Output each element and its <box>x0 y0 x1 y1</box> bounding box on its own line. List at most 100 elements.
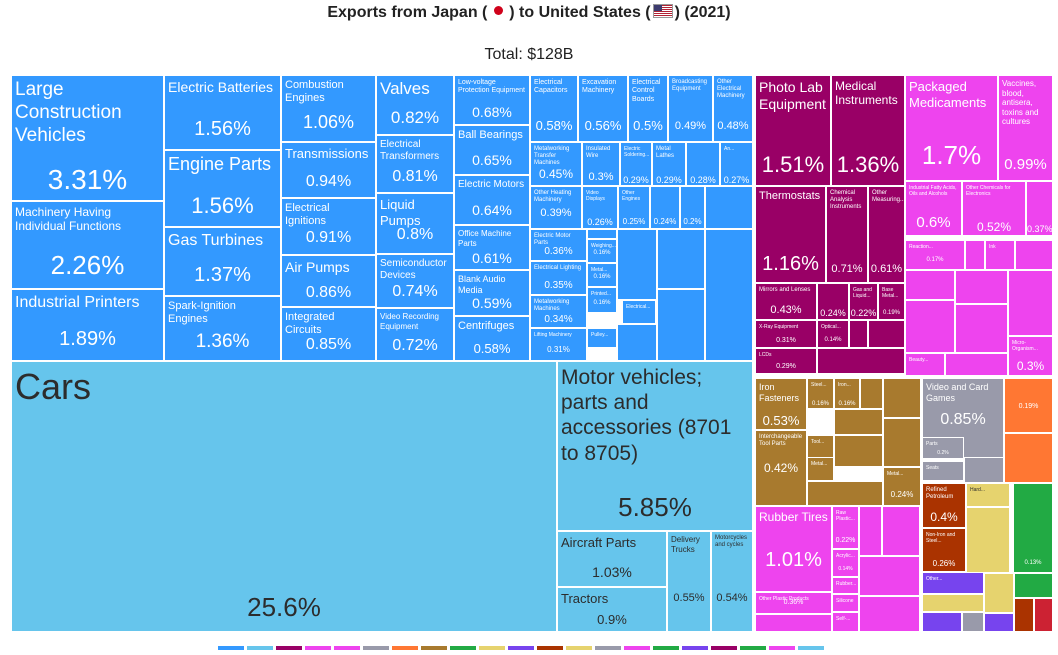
treemap-tile[interactable]: Other Engines 0.25% <box>618 186 650 229</box>
treemap-tile[interactable]: An... 0.27% <box>720 142 753 186</box>
treemap-tile[interactable]: Refined Petroleum 0.4% <box>922 483 966 528</box>
treemap-tile[interactable]: Base Metal... 0.19% <box>878 283 905 320</box>
treemap-tile[interactable]: Combustion Engines 1.06% <box>281 75 376 142</box>
treemap-tile[interactable]: Rubber... <box>832 577 859 594</box>
legend-swatch[interactable] <box>218 646 244 650</box>
treemap-tile[interactable]: Metal... <box>807 457 834 481</box>
treemap-tile[interactable]: Broadcasting Equipment 0.49% <box>668 75 713 142</box>
legend-swatch[interactable] <box>769 646 795 650</box>
treemap-tile[interactable]: Vaccines, blood, antisera, toxins and cu… <box>998 75 1053 181</box>
treemap-tile[interactable]: Acrylic... 0.14% <box>832 549 859 577</box>
treemap-tile[interactable]: Interchangeable Tool Parts 0.42% <box>755 430 807 506</box>
legend-swatch[interactable] <box>392 646 418 650</box>
treemap-tile[interactable]: Silicone <box>832 594 859 612</box>
legend-swatch[interactable] <box>421 646 447 650</box>
treemap-tile[interactable]: Semiconductor Devices 0.74% <box>376 254 454 308</box>
treemap-tile[interactable]: Motorcycles and cycles 0.54% <box>711 531 753 632</box>
treemap-tile[interactable]: Electrical Transformers 0.81% <box>376 135 454 193</box>
treemap-tile[interactable]: LCDs 0.29% <box>755 348 817 374</box>
treemap-tile[interactable]: Blank Audio Media 0.59% <box>454 270 530 316</box>
treemap-tile[interactable]: Electrical... <box>622 300 656 324</box>
legend-swatch[interactable] <box>363 646 389 650</box>
treemap-tile[interactable]: Other Heating Machinery 0.39% <box>530 186 582 229</box>
treemap-tile[interactable]: Metal... 0.16% <box>587 263 617 287</box>
treemap-tile[interactable]: Electrical Lighting 0.35% <box>530 261 587 295</box>
treemap-tile[interactable]: Metalworking Machines 0.34% <box>530 295 587 328</box>
treemap-tile[interactable]: Electrical Capacitors 0.58% <box>530 75 578 142</box>
legend-swatch[interactable] <box>247 646 273 650</box>
treemap-tile[interactable]: Chemical Analysis Instruments 0.71% <box>826 186 868 283</box>
treemap-tile[interactable]: 0.28% <box>686 142 720 186</box>
treemap-tile[interactable]: Video Displays 0.26% <box>582 186 618 229</box>
treemap-tile[interactable]: Insulated Wire 0.3% <box>582 142 620 186</box>
treemap-tile[interactable]: Gas Turbines 1.37% <box>164 227 281 296</box>
legend-swatch[interactable] <box>624 646 650 650</box>
treemap-tile[interactable]: Electrical Ignitions 0.91% <box>281 198 376 255</box>
treemap-tile[interactable]: Hard... <box>966 483 1010 507</box>
treemap-tile[interactable]: 0.13% <box>1013 483 1053 573</box>
treemap-tile[interactable]: Office Machine Parts 0.61% <box>454 225 530 270</box>
treemap-tile[interactable]: Thermostats 1.16% <box>755 186 826 283</box>
treemap-tile[interactable]: Electric Motors 0.64% <box>454 175 530 225</box>
treemap-tile[interactable]: Pulley... <box>587 328 617 348</box>
treemap-tile[interactable]: Ink <box>985 240 1015 270</box>
treemap-tile[interactable]: Delivery Trucks 0.55% <box>667 531 711 632</box>
treemap-tile[interactable]: Ball Bearings 0.65% <box>454 125 530 175</box>
treemap-tile[interactable]: Lifting Machinery 0.31% <box>530 328 587 361</box>
treemap-tile[interactable]: Iron... 0.16% <box>834 378 860 409</box>
treemap-tile[interactable]: Large Construction Vehicles 3.31% <box>11 75 164 201</box>
treemap-tile[interactable]: Liquid Pumps 0.8% <box>376 193 454 254</box>
treemap-tile[interactable]: X-Ray Equipment 0.31% <box>755 320 817 348</box>
treemap-tile[interactable]: Centrifuges 0.58% <box>454 316 530 361</box>
treemap-tile[interactable]: Other... <box>922 572 984 594</box>
treemap-tile[interactable]: Micro-Organism... 0.3% <box>1008 336 1053 376</box>
treemap-tile[interactable]: Valves 0.82% <box>376 75 454 135</box>
treemap-tile[interactable]: Beauty... <box>905 353 945 376</box>
legend-swatch[interactable] <box>305 646 331 650</box>
treemap-tile[interactable]: Electric Batteries 1.56% <box>164 75 281 150</box>
treemap-tile[interactable]: Integrated Circuits 0.85% <box>281 307 376 361</box>
treemap-tile[interactable]: Industrial Printers 1.89% <box>11 289 164 361</box>
legend-swatch[interactable] <box>653 646 679 650</box>
treemap-tile[interactable]: Other Measuring... 0.61% <box>868 186 905 283</box>
legend-swatch[interactable] <box>508 646 534 650</box>
treemap-tile[interactable]: 0.19% <box>1004 378 1053 433</box>
legend-swatch[interactable] <box>566 646 592 650</box>
treemap-tile[interactable]: Rubber Tires 1.01% <box>755 506 832 592</box>
treemap-tile[interactable]: Machinery Having Individual Functions 2.2… <box>11 201 164 289</box>
treemap-tile[interactable]: Metal Lathes 0.29% <box>652 142 686 186</box>
treemap-tile[interactable]: Industrial Fatty Acids, Oils and Alcohol… <box>905 181 962 236</box>
treemap-tile[interactable]: Excavation Machinery 0.56% <box>578 75 628 142</box>
legend-swatch[interactable] <box>276 646 302 650</box>
treemap-tile[interactable]: Spark-Ignition Engines 1.36% <box>164 296 281 361</box>
legend-swatch[interactable] <box>711 646 737 650</box>
treemap-tile[interactable]: Parts 0.2% <box>922 437 964 459</box>
treemap-tile[interactable]: Low-voltage Protection Equipment 0.68% <box>454 75 530 125</box>
legend-swatch[interactable] <box>537 646 563 650</box>
treemap-tile[interactable]: Gas and Liquid... 0.22% <box>849 283 878 320</box>
legend-swatch[interactable] <box>450 646 476 650</box>
treemap-tile[interactable]: Photo Lab Equipment 1.51% <box>755 75 831 186</box>
treemap-tile[interactable]: Medical Instruments 1.36% <box>831 75 905 186</box>
treemap-tile[interactable]: Air Pumps 0.86% <box>281 255 376 307</box>
treemap-tile[interactable]: Packaged Medicaments 1.7% <box>905 75 998 181</box>
legend-swatch[interactable] <box>334 646 360 650</box>
treemap-tile[interactable]: Other Plastic Products 0.36% <box>755 592 832 614</box>
legend-swatch[interactable] <box>740 646 766 650</box>
legend-swatch[interactable] <box>682 646 708 650</box>
legend-swatch[interactable] <box>479 646 505 650</box>
treemap-tile[interactable]: Transmissions 0.94% <box>281 142 376 198</box>
treemap-tile[interactable]: 0.2% <box>680 186 705 229</box>
legend-swatch[interactable] <box>798 646 824 650</box>
treemap-tile[interactable]: Self-... <box>832 612 859 632</box>
treemap-tile[interactable]: Metal... 0.24% <box>883 467 921 506</box>
treemap-tile[interactable]: Weighing... 0.16% <box>587 239 617 263</box>
treemap-tile[interactable]: Optical... 0.14% <box>817 320 849 348</box>
treemap-tile[interactable]: 0.37% <box>1026 181 1053 236</box>
legend-swatch[interactable] <box>595 646 621 650</box>
treemap-tile[interactable]: Metalworking Transfer Machines 0.45% <box>530 142 582 186</box>
treemap-tile[interactable]: Electrical Control Boards 0.5% <box>628 75 668 142</box>
treemap-tile[interactable]: Non-Iron and Steel... 0.26% <box>922 528 966 572</box>
treemap-tile[interactable]: Electric Motor Parts 0.36% <box>530 229 587 261</box>
treemap-tile[interactable]: Printed... 0.16% <box>587 287 617 313</box>
